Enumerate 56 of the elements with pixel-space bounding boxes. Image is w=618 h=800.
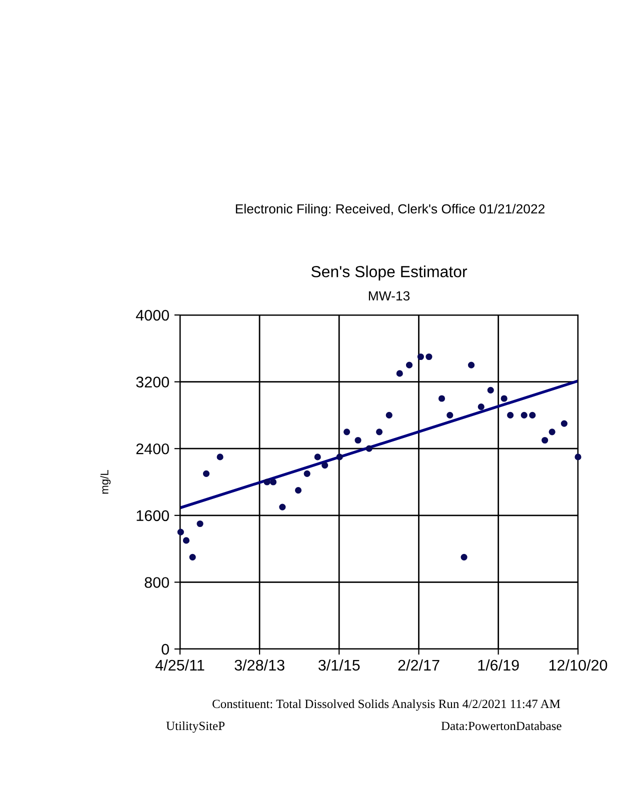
y-tick-label: 1600 <box>136 510 169 522</box>
y-tick-label: 0 <box>162 644 169 655</box>
point <box>196 520 204 528</box>
x-tick-label: 4/25/11 <box>155 659 204 671</box>
x-tick-label: 2/2/17 <box>398 659 440 671</box>
point <box>520 412 528 418</box>
text: Data:PowertonDatabase <box>441 721 562 730</box>
point <box>446 412 454 418</box>
point <box>542 436 548 444</box>
point <box>468 362 475 368</box>
point <box>426 353 432 360</box>
point <box>507 412 514 418</box>
y-tick-label: 2400 <box>136 443 169 454</box>
point <box>344 428 350 436</box>
point <box>177 528 184 536</box>
point <box>574 454 582 460</box>
y-tick-label: 800 <box>144 577 169 588</box>
point <box>189 554 196 560</box>
point <box>460 554 468 560</box>
point <box>417 353 424 360</box>
point <box>529 412 536 418</box>
point <box>314 454 321 460</box>
point <box>560 420 568 427</box>
x-tick-label: 12/10/20 <box>549 659 608 671</box>
y-axis-title: mg/L <box>100 470 111 494</box>
point <box>406 362 413 368</box>
point <box>354 436 362 444</box>
chart-title: Sen's Slope Estimator <box>311 266 468 280</box>
text: Constituent: Total Dissolved Solids Analysis Run 4/2/2021 11:47 AM <box>212 699 560 711</box>
point <box>182 537 190 544</box>
text: Electronic Filing: Received, Clerk's Office 01/21/2022 <box>236 204 544 216</box>
point <box>376 428 383 436</box>
x-tick-label: 1/6/19 <box>478 659 519 671</box>
y-tick-label: 3200 <box>136 376 169 388</box>
point <box>396 370 403 377</box>
point <box>216 454 224 460</box>
point <box>366 445 372 452</box>
point <box>548 428 556 436</box>
point <box>336 454 343 460</box>
point <box>304 470 310 477</box>
y-tick-label: 4000 <box>136 310 169 321</box>
point <box>202 470 210 477</box>
point <box>264 478 270 486</box>
x-tick-label: 3/28/13 <box>234 659 284 671</box>
point <box>294 487 302 494</box>
point <box>500 395 508 402</box>
point <box>279 504 286 510</box>
text: UtilitySiteP <box>166 721 225 733</box>
point <box>386 412 392 418</box>
point <box>270 478 277 486</box>
point <box>322 462 328 469</box>
chart-subtitle: MW-13 <box>368 291 410 301</box>
point <box>487 386 494 394</box>
point <box>478 404 484 410</box>
x-tick-label: 3/1/15 <box>318 659 360 671</box>
point <box>438 395 446 402</box>
